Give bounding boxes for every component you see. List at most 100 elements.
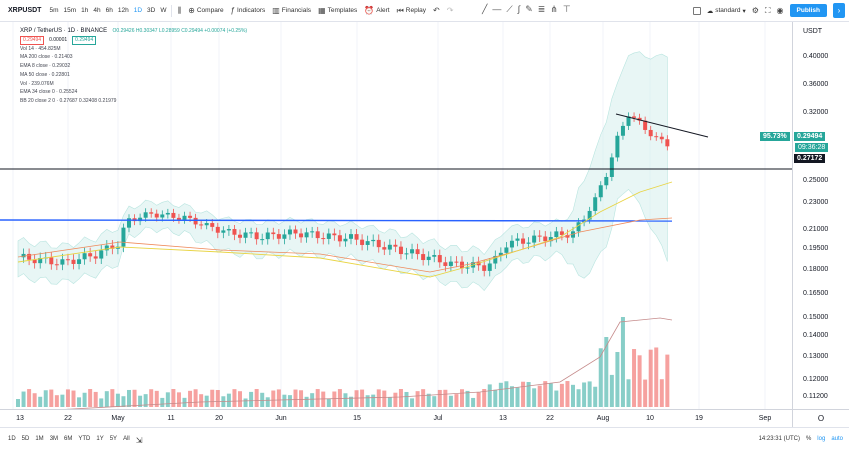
legend-indicator[interactable]: EMA 8 close · 0.29032 (20, 63, 71, 70)
volume-bar (32, 393, 37, 407)
financials-button[interactable]: ▥ Financials (272, 6, 311, 15)
range-button[interactable]: YTD (78, 435, 91, 442)
horizontal-line-icon[interactable]: — (492, 4, 502, 14)
brush-icon[interactable]: ✎ (525, 4, 533, 14)
interval-button[interactable]: W (160, 7, 167, 14)
fullscreen-icon[interactable]: ⛶ (764, 5, 771, 15)
volume-bar (138, 395, 143, 407)
legend-indicator[interactable]: BB 20 close 2 0 · 0.27687 0.32408 0.2197… (20, 97, 117, 104)
interval-button[interactable]: 1h (81, 7, 89, 14)
range-button[interactable]: 1M (35, 435, 44, 442)
range-button[interactable]: All (123, 435, 130, 442)
candle-body (454, 261, 459, 263)
range-button[interactable]: 1D (8, 435, 16, 442)
undo-button[interactable]: ↶ (433, 6, 440, 15)
volume-bar (16, 399, 20, 407)
volume-bar (571, 384, 575, 407)
legend-title[interactable]: XRP / TetherUS · 1D · BINANCE (20, 28, 108, 34)
range-button[interactable]: 5Y (109, 435, 118, 442)
candle-body (604, 176, 609, 186)
volume-bar (465, 390, 470, 407)
candle-body (637, 117, 642, 121)
measure-icon[interactable]: ⊤ (562, 4, 571, 14)
collapse-panel-button[interactable]: › (833, 3, 845, 18)
volume-bar (398, 389, 403, 407)
clock-label[interactable]: 14:23:31 (UTC) (758, 436, 800, 442)
bid-price-box[interactable]: 0.29494 (20, 35, 45, 45)
legend-indicator[interactable]: Vol · 239.076M (20, 80, 54, 87)
gear-icon[interactable]: ⚙ (751, 6, 759, 15)
axis-settings-button[interactable]: O (792, 409, 849, 427)
camera-icon[interactable]: ◉ (776, 6, 784, 15)
candle-body (532, 235, 537, 243)
interval-button[interactable]: 1D (133, 7, 143, 14)
price-axis[interactable]: USDT 0.40000 0.36000 0.32000 0.25000 0.23000… (792, 22, 849, 409)
layout-select[interactable]: ☁ standard ▾ (707, 7, 746, 15)
ask-price-box[interactable]: 0.29494 (72, 35, 97, 45)
auto-toggle[interactable]: auto (831, 436, 843, 442)
publish-button[interactable]: Publish (789, 4, 827, 17)
bar-countdown: 09:36:28 (795, 143, 829, 152)
volume-bar (598, 348, 603, 407)
ray-icon[interactable]: ⟋ (506, 4, 513, 14)
interval-button[interactable]: 15m (63, 7, 77, 14)
trend-line-icon[interactable]: ╱ (482, 4, 488, 14)
legend-indicator[interactable]: Vol 14 · 454.825M (20, 45, 61, 52)
candle-body (598, 185, 603, 198)
interval-button[interactable]: 5m (49, 7, 59, 14)
compare-button[interactable]: ⊕ Compare (188, 6, 223, 15)
time-label: Aug (596, 415, 610, 422)
candle-body (376, 239, 381, 248)
replay-button[interactable]: ⏮ Replay (397, 6, 426, 16)
candle-body (587, 210, 592, 220)
volume-bar (509, 386, 514, 407)
symbol-search[interactable]: XRPUSDT (8, 7, 42, 14)
legend-indicator[interactable]: MA 200 close · 0.21403 (20, 54, 73, 61)
legend-indicator[interactable]: MA 50 close · 0.22801 (20, 71, 70, 78)
range-button[interactable]: 1Y (96, 435, 104, 442)
candle-body (21, 253, 26, 258)
currency-label[interactable]: USDT (803, 28, 823, 35)
alert-button[interactable]: ⏰ Alert (364, 6, 389, 15)
chart-type-button[interactable]: ⫼ (177, 6, 181, 16)
time-axis[interactable]: 13 22 May 11 20 Jun 15 Jul 13 22 Aug 10 … (0, 409, 792, 427)
candle-body (432, 255, 437, 257)
log-toggle[interactable]: log (817, 436, 826, 442)
legend-indicator[interactable]: EMA 34 close 0 · 0.25524 (20, 89, 78, 96)
fib-icon[interactable]: ≣ (537, 4, 546, 14)
volume-ma-line (65, 317, 673, 409)
price-tick-label: 0.25000 (803, 177, 829, 184)
range-button[interactable]: 3M (49, 435, 59, 442)
candle-body (82, 253, 87, 260)
candle-body (593, 197, 598, 211)
redo-button[interactable]: ↷ (447, 6, 454, 15)
templates-button[interactable]: ▦ Templates (318, 6, 357, 15)
candle-body (609, 157, 614, 177)
pitchfork-icon[interactable]: ⋔ (550, 4, 558, 14)
candle-body (265, 232, 270, 240)
indicators-button[interactable]: ƒ Indicators (231, 6, 266, 15)
candle-body (204, 223, 209, 226)
range-button[interactable]: 5D (21, 435, 30, 442)
volume-bar (659, 379, 664, 407)
interval-button[interactable]: 4h (93, 7, 101, 14)
range-button[interactable]: 6M (64, 435, 73, 442)
indicators-label: Indicators (237, 7, 266, 14)
interval-button[interactable]: 3D (147, 7, 156, 14)
interval-button[interactable]: 12h (117, 7, 129, 14)
goto-date-icon[interactable]: ⇲ (135, 435, 143, 445)
interval-button[interactable]: 6h (105, 7, 113, 14)
volume-bar (99, 398, 104, 407)
volume-bar (171, 389, 176, 407)
time-label: Jun (275, 415, 287, 422)
percent-toggle[interactable]: % (805, 436, 812, 442)
curve-icon[interactable]: ∫ (517, 4, 521, 14)
candle-body (526, 242, 531, 244)
volume-bar (576, 389, 581, 407)
volume-bar (349, 396, 353, 407)
indicator-lines (0, 113, 792, 409)
price-chart[interactable] (0, 22, 792, 409)
candle-body (121, 227, 126, 247)
volume-bar (299, 390, 304, 407)
layout-checkbox[interactable] (692, 6, 701, 15)
